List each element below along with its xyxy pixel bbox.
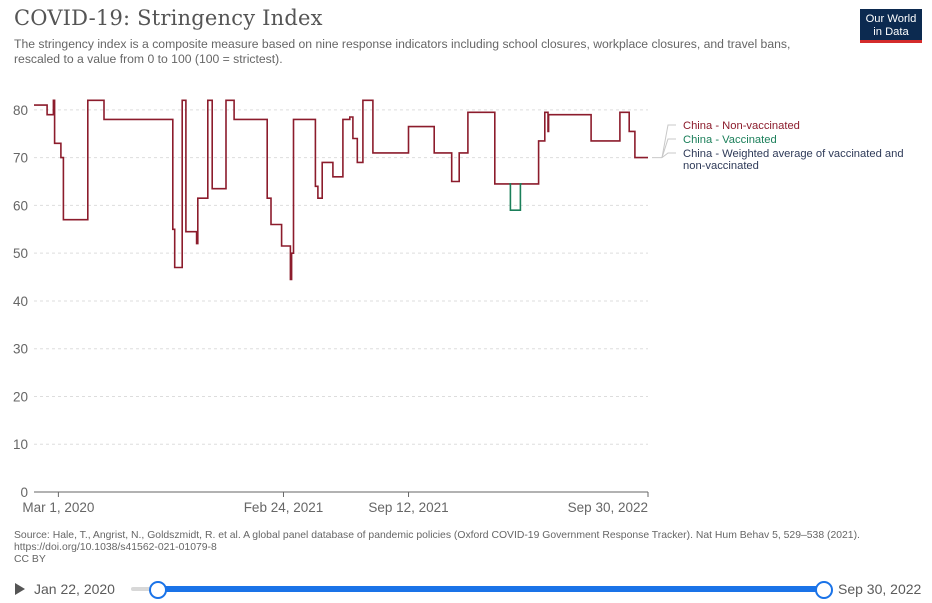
x-tick-label: Mar 1, 2020	[22, 500, 94, 515]
timeline-track[interactable]	[131, 587, 151, 591]
x-tick-label: Feb 24, 2021	[244, 500, 324, 515]
source-citation: Source: Hale, T., Angrist, N., Goldszmid…	[14, 530, 860, 554]
timeline-controls: Jan 22, 2020 Sep 30, 2022	[0, 575, 932, 603]
y-tick-label: 80	[13, 103, 28, 118]
license-label[interactable]: CC BY	[14, 554, 46, 566]
timeline-start-handle[interactable]	[149, 581, 167, 599]
line-chart: 0 10 20 30 40 50 60 70 80 Mar 1, 2020 Feb 24, 2021…	[13, 99, 904, 515]
legend-label: China - Weighted average of vaccinated a…	[683, 148, 904, 172]
timeline-end-handle[interactable]	[815, 581, 833, 599]
y-tick-label: 50	[13, 246, 28, 261]
logo-line-2: in Data	[873, 25, 909, 38]
y-tick-label: 70	[13, 151, 28, 166]
series-line	[34, 99, 648, 281]
timeline-end-label: Sep 30, 2022	[838, 581, 922, 597]
legend-connector	[661, 152, 676, 159]
y-tick-label: 0	[20, 485, 28, 500]
y-tick-label: 20	[13, 389, 28, 404]
legend-label: China - Non-vaccinated	[683, 120, 800, 132]
legend-connector	[661, 138, 676, 158]
legend-connector	[661, 124, 676, 158]
axis-layer: 0 10 20 30 40 50 60 70 80 Mar 1, 2020 Feb 24, 2021…	[13, 103, 649, 515]
source-note: Source: Hale, T., Angrist, N., Goldszmid…	[14, 530, 874, 567]
chart-title: COVID-19: Stringency Index	[14, 6, 323, 30]
legend-layer: China - Non-vaccinated China - Vaccinated…	[652, 120, 904, 172]
timeline-selected-range[interactable]	[157, 586, 823, 592]
x-tick-label: Sep 12, 2021	[368, 500, 448, 515]
logo-line-1: Our World	[865, 13, 917, 25]
chart-subtitle: The stringency index is a composite meas…	[14, 37, 791, 66]
legend-label: China - Vaccinated	[683, 134, 777, 146]
y-tick-label: 30	[13, 342, 28, 357]
play-icon[interactable]	[15, 583, 25, 595]
y-tick-label: 10	[13, 437, 28, 452]
y-tick-label: 60	[13, 198, 28, 213]
owid-logo[interactable]: Our World in Data	[860, 9, 922, 43]
series-line	[509, 183, 522, 211]
x-tick-label: Sep 30, 2022	[568, 500, 648, 515]
grid-layer	[34, 109, 648, 445]
series-layer	[34, 99, 648, 281]
timeline-start-label: Jan 22, 2020	[34, 581, 115, 597]
y-tick-label: 40	[13, 294, 28, 309]
